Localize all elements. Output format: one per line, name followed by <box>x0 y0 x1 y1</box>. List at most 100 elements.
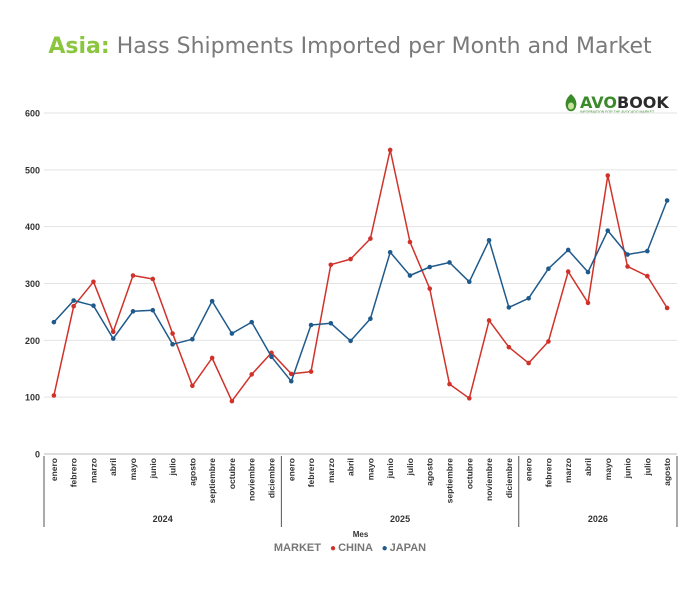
data-point-china <box>387 147 393 153</box>
x-tick-label: diciembre <box>504 458 514 498</box>
series-line-japan <box>53 200 668 383</box>
x-tick-label: mayo <box>603 458 613 480</box>
data-point-japan <box>625 252 630 257</box>
x-tick-label: junio <box>623 458 633 479</box>
y-tick-label: 100 <box>25 393 40 403</box>
x-tick-label: marzo <box>563 458 573 483</box>
data-point-china <box>407 239 413 245</box>
avobook-logo: AVOBOOK INFORMATION FOR THE AVOCADO MARK… <box>562 92 674 116</box>
data-point-china <box>51 393 57 398</box>
x-tick-label: febrero <box>69 458 79 487</box>
data-point-japan <box>288 378 294 384</box>
legend-item-china: ● CHINA <box>330 542 373 554</box>
y-tick-label: 300 <box>25 279 40 289</box>
data-point-japan <box>51 319 57 325</box>
data-point-china <box>288 371 294 377</box>
data-point-china <box>190 383 195 389</box>
x-tick-label: mayo <box>128 458 138 480</box>
y-tick-label: 600 <box>25 109 40 119</box>
x-tick-label: octubre <box>227 458 237 489</box>
data-point-china <box>348 256 353 262</box>
data-point-china <box>170 331 175 336</box>
data-point-japan <box>447 260 452 265</box>
data-point-china <box>466 396 472 401</box>
x-tick-label: julio <box>642 458 652 476</box>
x-tick-label: septiembre <box>445 458 455 504</box>
logo-text-a: AVO <box>580 93 617 112</box>
data-point-china <box>308 369 314 374</box>
legend-title: MARKET <box>273 542 321 554</box>
x-tick-label: enero <box>524 458 534 481</box>
data-point-china <box>368 236 373 241</box>
chart-title-text: Hass Shipments Imported per Month and Ma… <box>116 34 652 59</box>
data-point-japan <box>110 336 116 341</box>
data-point-china <box>664 305 670 311</box>
data-point-japan <box>486 238 492 243</box>
legend-item-japan: ● JAPAN <box>381 542 427 554</box>
x-tick-label: marzo <box>326 458 336 483</box>
legend-label-japan: JAPAN <box>389 542 427 554</box>
data-point-china <box>585 300 591 306</box>
logo-text-b: BOOK <box>617 93 669 112</box>
x-tick-label: octubre <box>464 458 474 489</box>
data-point-china <box>209 355 215 361</box>
data-point-japan <box>71 298 76 303</box>
data-point-japan <box>585 269 591 275</box>
logo-tagline: INFORMATION FOR THE AVOCADO MARKET <box>580 110 655 114</box>
data-point-china <box>110 329 116 335</box>
data-point-japan <box>466 279 472 285</box>
avocado-icon <box>565 94 577 112</box>
data-point-japan <box>328 320 334 326</box>
data-point-japan <box>249 319 255 325</box>
data-point-japan <box>130 309 136 314</box>
year-label: 2024 <box>153 514 173 524</box>
chart-title-accent: Asia: <box>48 34 110 59</box>
series-line-china <box>53 149 668 402</box>
data-point-japan <box>645 248 650 254</box>
x-tick-label: junio <box>148 458 158 479</box>
data-point-china <box>130 273 136 278</box>
data-point-china <box>229 398 235 404</box>
x-tick-label: abril <box>108 458 118 476</box>
y-tick-label: 400 <box>25 222 40 232</box>
data-point-japan <box>209 298 215 304</box>
data-point-china <box>565 269 571 274</box>
x-tick-label: abril <box>346 458 356 476</box>
data-point-japan <box>546 266 551 272</box>
data-point-china <box>486 318 492 323</box>
data-point-japan <box>506 305 512 310</box>
data-point-japan <box>565 247 571 253</box>
x-tick-label: abril <box>583 458 593 476</box>
y-tick-label: 200 <box>25 336 40 346</box>
x-tick-label: julio <box>405 458 415 476</box>
data-point-japan <box>348 338 353 344</box>
data-point-japan <box>664 198 670 203</box>
data-point-china <box>71 303 76 309</box>
data-point-japan <box>91 303 96 308</box>
x-tick-label: mayo <box>365 458 375 480</box>
data-point-japan <box>190 336 195 342</box>
data-point-japan <box>387 249 393 255</box>
x-tick-label: julio <box>168 458 178 476</box>
x-tick-label: enero <box>49 458 59 481</box>
data-point-china <box>546 339 551 344</box>
data-point-japan <box>427 264 433 270</box>
x-tick-label: noviembre <box>247 458 257 501</box>
x-tick-label: enero <box>286 458 296 481</box>
x-tick-label: febrero <box>306 458 316 487</box>
data-point-china <box>427 286 433 291</box>
data-point-china <box>447 381 452 387</box>
chart-title: Asia: Hass Shipments Imported per Month … <box>0 34 700 59</box>
data-point-japan <box>229 331 235 336</box>
data-point-china <box>150 276 156 282</box>
x-tick-label: agosto <box>187 458 197 486</box>
data-point-japan <box>526 295 531 301</box>
data-point-japan <box>407 273 413 278</box>
data-point-japan <box>150 307 156 313</box>
data-point-china <box>91 279 96 285</box>
data-point-japan <box>170 342 175 347</box>
data-point-japan <box>605 228 611 233</box>
year-label: 2025 <box>390 514 410 524</box>
data-point-japan <box>368 316 373 322</box>
x-tick-label: marzo <box>88 458 98 483</box>
